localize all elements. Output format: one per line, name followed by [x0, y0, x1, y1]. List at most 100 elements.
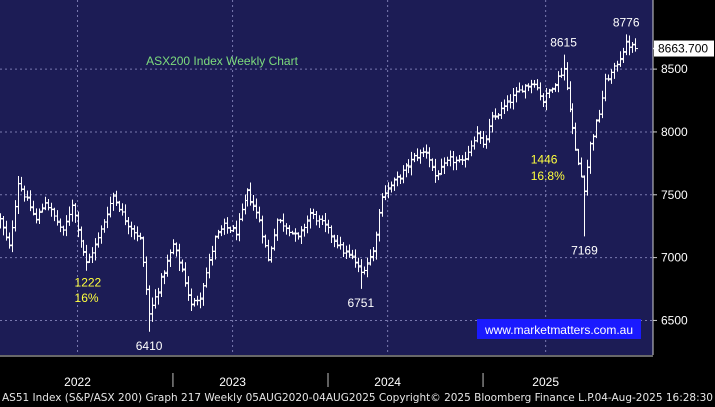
- ohlc-bar: [374, 231, 379, 260]
- ohlc-bar: [439, 158, 444, 175]
- ohlc-bar: [162, 270, 167, 285]
- ohlc-bar: [591, 134, 596, 151]
- ohlc-bar: [538, 82, 543, 101]
- ohlc-bar: [576, 148, 581, 166]
- ohlc-bar: [496, 112, 501, 120]
- ohlc-bar: [189, 288, 194, 312]
- ohlc-bar: [43, 196, 48, 211]
- ohlc-bar: [272, 228, 277, 251]
- ohlc-bar: [260, 215, 265, 244]
- ohlc-bar: [1, 216, 6, 236]
- ohlc-bar: [478, 130, 483, 144]
- ohlc-bar: [398, 174, 403, 184]
- ohlc-bar: [344, 245, 349, 259]
- ohlc-bar: [308, 208, 313, 229]
- ohlc-bar: [332, 234, 337, 248]
- ohlc-bar: [424, 144, 429, 159]
- ohlc-bar: [138, 232, 143, 240]
- ohlc-bar: [484, 135, 489, 149]
- x-tick-label: 2022: [64, 375, 91, 389]
- ohlc-bar: [31, 200, 36, 216]
- y-axis: 6500 7000 7500 8000 8500: [652, 0, 688, 355]
- ohlc-bar: [347, 244, 352, 258]
- ohlc-bar: [111, 192, 116, 211]
- annotation-label: 16.8%: [531, 169, 565, 183]
- ohlc-bar: [386, 182, 391, 199]
- last-price-label: 8663.700: [658, 42, 708, 56]
- ohlc-bar: [579, 157, 584, 178]
- chart-title: ASX200 Index Weekly Chart: [146, 54, 299, 68]
- ohlc-bar: [84, 244, 89, 271]
- footer: AS51 Index (S&P/ASX 200) Graph 217 Weekl…: [0, 389, 715, 407]
- ohlc-bar: [323, 213, 328, 233]
- y-tick-label: 7500: [661, 188, 688, 202]
- ohlc-bar: [25, 190, 30, 201]
- annotation-label: 6410: [136, 339, 163, 353]
- ohlc-bar: [371, 246, 376, 262]
- ohlc-bar: [245, 188, 250, 207]
- ohlc-bar: [430, 158, 435, 171]
- ohlc-bar: [156, 287, 161, 305]
- ohlc-bar: [293, 228, 298, 242]
- ohlc-bar: [296, 232, 301, 240]
- ohlc-bar: [353, 249, 358, 268]
- ohlc-bar: [365, 257, 370, 278]
- ohlc-bar: [129, 221, 134, 238]
- ohlc-bar: [49, 202, 54, 217]
- ohlc-bar: [55, 210, 60, 226]
- ohlc-bar: [633, 38, 638, 52]
- ohlc-bar: [254, 198, 259, 219]
- ohlc-bar: [463, 151, 468, 168]
- ohlc-bar: [499, 101, 504, 120]
- ohlc-bar: [529, 79, 534, 94]
- ohlc-bar: [159, 273, 164, 297]
- watermark-link[interactable]: www.marketmatters.com.au: [484, 323, 633, 337]
- ohlc-bar: [7, 232, 12, 249]
- ohlc-bar: [213, 235, 218, 260]
- ohlc-bar: [207, 253, 212, 279]
- ohlc-bar: [383, 185, 388, 201]
- ohlc-bar: [421, 147, 426, 157]
- ohlc-bar: [305, 215, 310, 234]
- ohlc-bar: [395, 171, 400, 187]
- ohlc-bar: [594, 119, 599, 139]
- ohlc-bar: [511, 87, 516, 110]
- last-price-pointer: [653, 44, 657, 53]
- ohlc-bar: [368, 249, 373, 266]
- ohlc-bar: [180, 259, 185, 273]
- ohlc-bar: [171, 239, 176, 255]
- y-tick-label: 6500: [661, 313, 688, 327]
- ohlc-bars: [0, 34, 638, 332]
- footer-timestamp: 04-Aug-2025 16:28:30: [594, 392, 713, 404]
- ohlc-bar: [234, 220, 239, 241]
- ohlc-bar: [487, 118, 492, 143]
- ohlc-bar: [436, 170, 441, 181]
- watermark[interactable]: www.marketmatters.com.au: [477, 319, 641, 339]
- annotation-label: 8615: [550, 36, 577, 50]
- ohlc-bar: [427, 147, 432, 168]
- ohlc-bar: [34, 208, 39, 224]
- x-tick-label: 2025: [532, 375, 559, 389]
- ohlc-bar: [284, 223, 289, 235]
- ohlc-bar: [547, 88, 552, 99]
- ohlc-bar: [126, 216, 131, 235]
- ohlc-bar: [269, 246, 274, 263]
- ohlc-bar: [541, 93, 546, 108]
- ohlc-bar: [406, 159, 411, 174]
- footer-source: AS51 Index (S&P/ASX 200) Graph 217 Weekl…: [2, 392, 596, 404]
- ohlc-bar: [105, 206, 110, 229]
- x-axis: 2022 2023 2024 2025: [0, 355, 653, 389]
- ohlc-bar: [186, 276, 191, 301]
- ohlc-bar: [624, 34, 629, 56]
- last-price-box: [654, 40, 714, 57]
- ohlc-bar: [216, 229, 221, 239]
- ohlc-bar: [570, 103, 575, 135]
- ohlc-bar: [454, 156, 459, 171]
- x-tick-label: 2024: [374, 375, 401, 389]
- ohlc-bar: [335, 234, 340, 249]
- ohlc-bar: [174, 242, 179, 257]
- ohlc-bar: [251, 195, 256, 211]
- ohlc-bar: [64, 215, 69, 237]
